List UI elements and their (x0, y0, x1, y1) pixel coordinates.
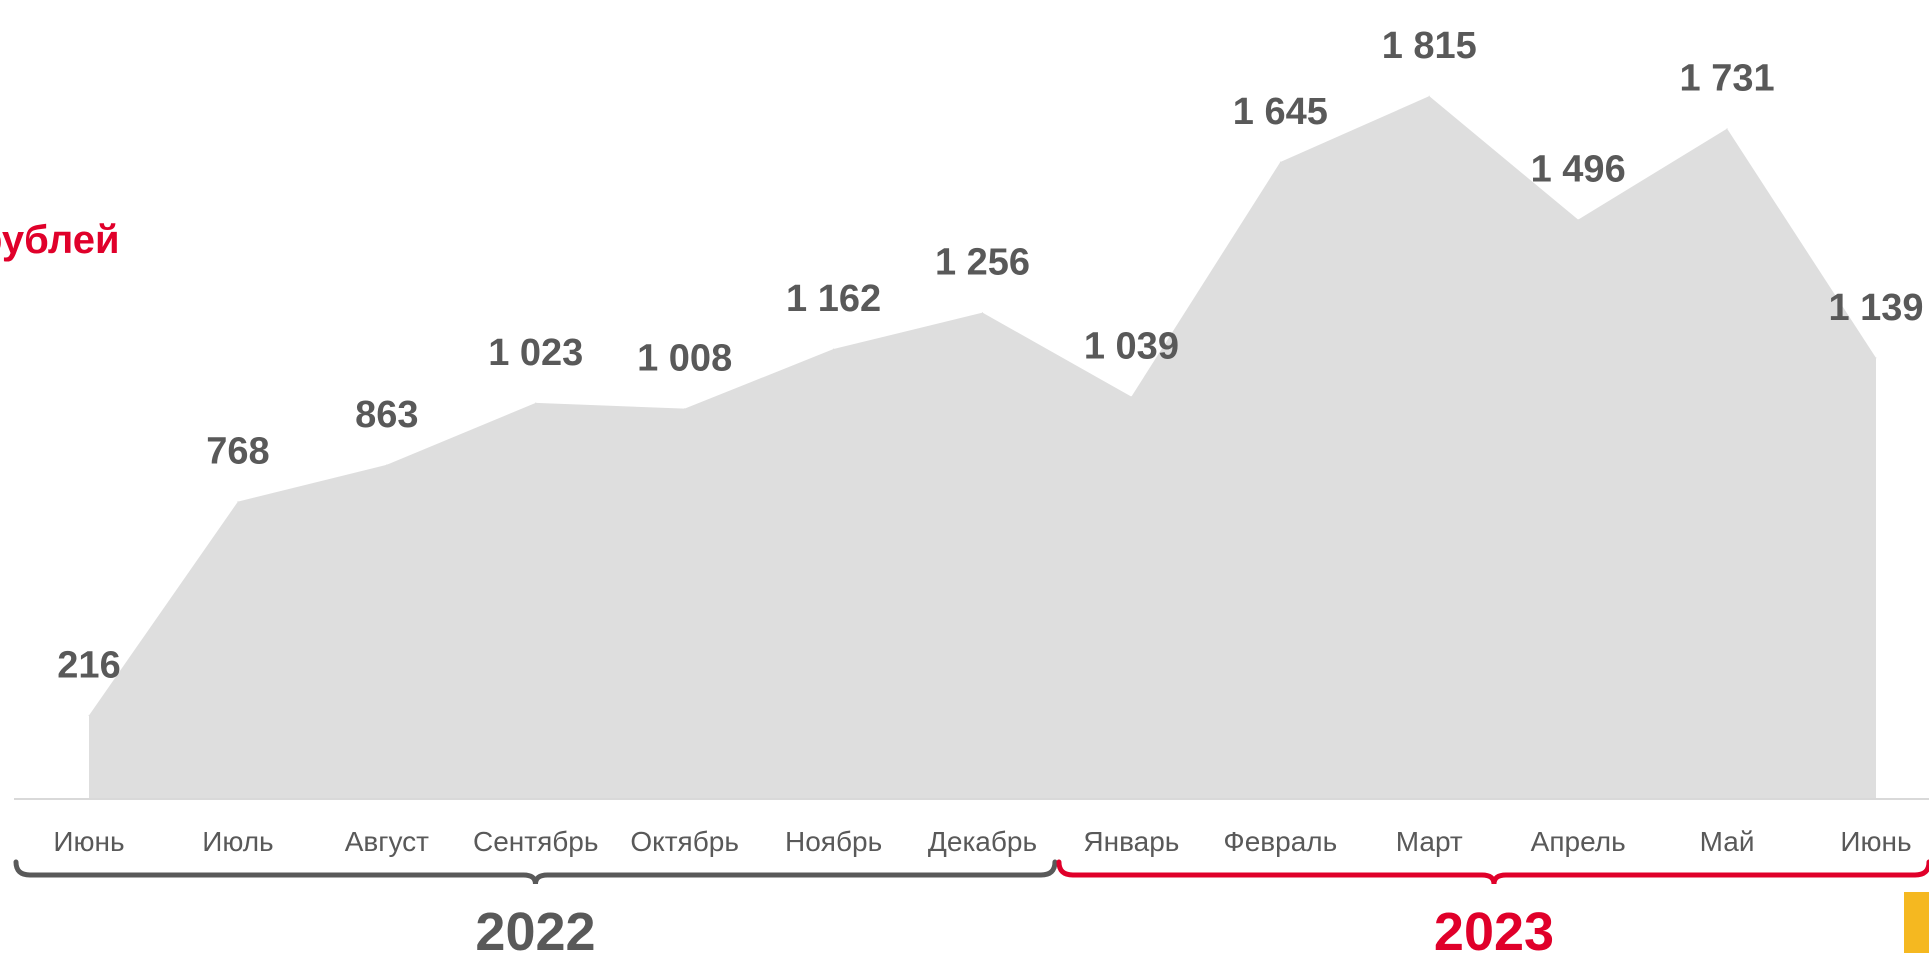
year-label: 2023 (1434, 902, 1554, 953)
data-label: 1 731 (1680, 58, 1775, 100)
data-label: 1 008 (637, 338, 732, 380)
data-label: 1 815 (1382, 25, 1477, 67)
year-label: 2022 (475, 902, 595, 953)
corner-accent-block (1904, 892, 1929, 953)
data-point (1875, 357, 1877, 359)
category-tick-label: Июль (202, 826, 273, 857)
category-tick-label: Август (345, 826, 429, 857)
data-label: 1 162 (786, 278, 881, 320)
category-tick-label: Июнь (1840, 826, 1911, 857)
data-label: 216 (57, 644, 120, 686)
data-point (1577, 219, 1579, 221)
data-label: 863 (355, 394, 418, 436)
category-tick-label: Декабрь (928, 826, 1037, 857)
data-label: 768 (206, 431, 269, 473)
data-label: 1 139 (1828, 287, 1923, 329)
category-tick-label: Март (1396, 826, 1463, 857)
data-point (982, 312, 983, 314)
category-tick-label: Апрель (1531, 826, 1626, 857)
category-tick-label: Май (1700, 826, 1755, 857)
data-point (386, 464, 388, 466)
data-point (1726, 128, 1728, 130)
data-point (684, 408, 686, 410)
data-point (1130, 396, 1132, 398)
category-tick-label: Ноябрь (785, 826, 882, 857)
category-tick-label: Январь (1083, 826, 1179, 857)
category-tick-label: Февраль (1223, 826, 1337, 857)
data-point (1428, 95, 1430, 97)
area-series (89, 96, 1876, 799)
category-tick-label: Октябрь (630, 826, 739, 857)
year-bracket (1056, 859, 1929, 885)
year-bracket (13, 859, 1058, 885)
data-label: 1 645 (1233, 91, 1328, 133)
unit-label: рублей (0, 218, 120, 262)
data-label: 1 496 (1531, 149, 1626, 191)
data-label: 1 256 (935, 242, 1030, 284)
data-point (833, 348, 835, 350)
data-point (1279, 161, 1281, 163)
category-tick-label: Июнь (53, 826, 124, 857)
category-tick-label: Сентябрь (473, 826, 598, 857)
data-point (88, 714, 90, 716)
data-point (535, 402, 537, 404)
data-label: 1 023 (488, 332, 583, 374)
data-label: 1 039 (1084, 326, 1179, 368)
data-point (237, 501, 239, 503)
